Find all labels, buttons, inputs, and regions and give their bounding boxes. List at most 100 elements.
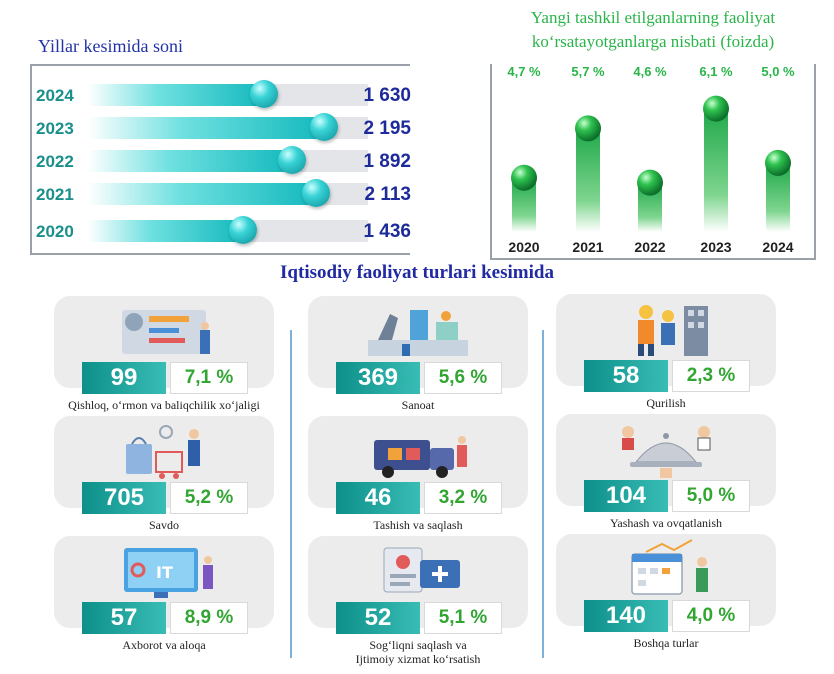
sector-card-ict: IT 57 8,9 % Axborot va aloqa — [54, 536, 274, 654]
column-divider-2 — [542, 330, 544, 658]
year-row-2024: 2024 1 630 — [36, 80, 411, 108]
year-row-2020: 2020 1 436 — [36, 216, 411, 244]
shopping-icon — [126, 425, 200, 479]
sector-share: 3,2 % — [424, 482, 502, 514]
ratio-year-label: 2020 — [508, 239, 539, 255]
ratio-title-line2: ko‘rsatayotganlarga nisbati (foizda) — [531, 32, 775, 51]
sector-card-industry: 369 5,6 % Sanoat — [308, 296, 528, 414]
sector-share: 5,1 % — [424, 602, 502, 634]
year-bar — [88, 84, 264, 106]
sector-share: 7,1 % — [170, 362, 248, 394]
sector-card-construction: 58 2,3 % Qurilish — [556, 294, 776, 412]
sector-name: Savdo — [149, 518, 179, 532]
cloche-icon — [622, 426, 711, 478]
sector-share: 4,0 % — [672, 600, 750, 632]
year-label: 2021 — [36, 185, 74, 204]
ratio-data-label: 4,6 % — [633, 64, 667, 79]
sector-card-agriculture: 99 7,1 % Qishloq, o‘rmon va baliqchilik … — [54, 296, 274, 414]
year-label: 2020 — [36, 222, 74, 241]
year-row-2022: 2022 1 892 — [36, 146, 411, 174]
ratio-year-label: 2022 — [634, 239, 665, 255]
sector-name: Sanoat — [401, 398, 435, 412]
farm-tech-icon — [122, 310, 210, 354]
ratio-data-label: 4,7 % — [507, 64, 541, 79]
construction-icon — [638, 305, 708, 356]
sector-card-hospitality: 104 5,0 % Yashash va ovqatlanish — [556, 414, 776, 532]
sector-share: 5,6 % — [424, 362, 502, 394]
year-row-2023: 2023 2 195 — [36, 113, 411, 141]
year-value: 2 113 — [364, 184, 412, 205]
sector-count: 369 — [336, 362, 420, 394]
ratio-bar-2021 — [576, 128, 600, 232]
ratio-chart-title: Yangi tashkil etilganlarning faoliyat ko… — [488, 6, 818, 54]
ratio-bar-marker — [703, 95, 729, 122]
ratio-bar-marker — [765, 149, 791, 176]
sector-count: 58 — [584, 360, 668, 392]
year-bar — [88, 150, 292, 172]
sector-share: 5,2 % — [170, 482, 248, 514]
sector-name: Boshqa turlar — [633, 636, 699, 650]
year-value: 1 630 — [363, 85, 411, 106]
years-chart-title: Yillar kesimida soni — [38, 36, 183, 56]
sector-name: Sog‘liqni saqlash va Ijtimoiy xizmat ko‘… — [288, 638, 548, 666]
year-label: 2022 — [36, 152, 74, 171]
sector-card-health: 52 5,1 % Sog‘liqni saqlash va Ijtimoiy x… — [308, 536, 528, 666]
it-monitor-icon: IT — [124, 548, 213, 598]
ratio-year-label: 2021 — [572, 239, 603, 255]
sector-name: Tashish va saqlash — [373, 518, 463, 532]
year-bar-marker — [310, 113, 338, 141]
year-row-2021: 2021 2 113 — [36, 179, 411, 207]
year-bar — [88, 117, 324, 139]
sector-count: 46 — [336, 482, 420, 514]
sector-count: 52 — [336, 602, 420, 634]
column-divider-1 — [290, 330, 292, 658]
years-frame-top — [30, 64, 410, 66]
year-bar-marker — [302, 179, 330, 207]
year-value: 1 892 — [363, 151, 411, 172]
sector-name: Qurilish — [646, 396, 686, 410]
sector-count: 140 — [584, 600, 668, 632]
health-card-icon — [383, 547, 460, 593]
sector-share: 8,9 % — [170, 602, 248, 634]
ratio-data-label: 5,0 % — [761, 64, 795, 79]
sector-name: Axborot va aloqa — [122, 638, 206, 652]
ratio-frame-bottom — [490, 258, 816, 260]
ratio-data-label: 6,1 % — [699, 64, 733, 79]
sector-count: 705 — [82, 482, 166, 514]
sector-count: 99 — [82, 362, 166, 394]
year-bar-marker — [278, 146, 306, 174]
ratio-title-line1: Yangi tashkil etilganlarning faoliyat — [530, 8, 776, 27]
year-bar — [88, 220, 243, 242]
sector-count: 57 — [82, 602, 166, 634]
ratio-year-label: 2024 — [762, 239, 793, 255]
ratio-bar-marker — [511, 164, 537, 191]
truck-icon — [374, 436, 467, 478]
year-bar — [88, 183, 316, 205]
sector-section-title: Iqtisodiy faoliyat turlari kesimida — [280, 262, 554, 283]
year-label: 2023 — [36, 119, 74, 138]
year-label: 2024 — [36, 86, 74, 105]
ratio-data-label: 5,7 % — [571, 64, 605, 79]
sector-name-line1: Sog‘liqni saqlash va — [369, 638, 467, 652]
year-value: 2 195 — [363, 118, 411, 139]
sector-card-trade: 705 5,2 % Savdo — [54, 416, 274, 534]
sector-share: 2,3 % — [672, 360, 750, 392]
calendar-chart-icon — [631, 539, 708, 595]
ratio-chart: 4,7 % 2020 5,7 % 2021 4,6 % 2022 6,1 % 2023 5,0 … — [507, 64, 795, 255]
sector-share: 5,0 % — [672, 480, 750, 512]
years-frame-bottom — [30, 253, 410, 255]
factory-icon — [368, 310, 468, 356]
sector-card-transport: 46 3,2 % Tashish va saqlash — [308, 416, 528, 534]
sector-name-line2: Ijtimoiy xizmat ko‘rsatish — [355, 652, 481, 666]
sector-count: 104 — [584, 480, 668, 512]
ratio-bar-2023 — [704, 108, 728, 232]
svg-text:IT: IT — [156, 563, 173, 582]
sector-name: Qishloq, o‘rmon va baliqchilik xo‘jaligi — [68, 398, 260, 412]
year-value: 1 436 — [363, 221, 411, 242]
year-bar-marker — [250, 80, 278, 108]
ratio-bar-marker — [575, 115, 601, 142]
ratio-frame-right — [814, 64, 816, 260]
ratio-bar-marker — [637, 169, 663, 196]
years-frame-left — [30, 64, 32, 254]
sector-name: Yashash va ovqatlanish — [609, 516, 723, 530]
